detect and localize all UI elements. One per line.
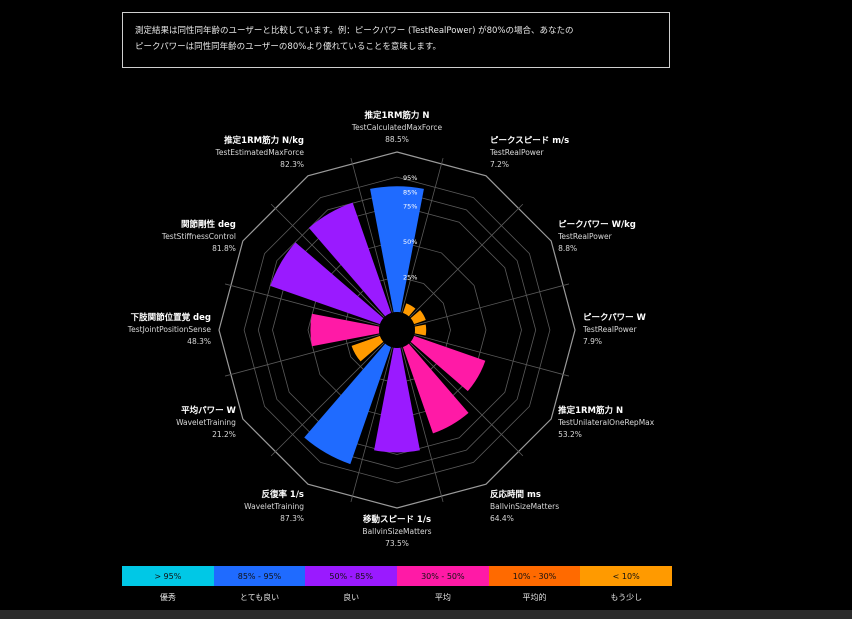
axis-value-7: 87.3% [280,514,304,523]
tick-label-0: 25% [403,274,417,282]
description-box: 測定結果は同性同年齢のユーザーと比較しています。例：ピークパワー (TestRe… [122,12,670,68]
description-line-2: ピークパワーは同性同年齢のユーザーの80%より優れていることを意味します。 [135,42,442,52]
legend-label-1: とても良い [239,593,280,602]
tick-label-4: 95% [403,174,417,182]
axis-title-0: 推定1RM筋力 N [365,110,430,121]
grid-spoke-11 [350,157,393,313]
axis-title-2: ピークパワー W/kg [558,219,636,230]
legend-swatch-3: 30% - 50% [397,566,489,586]
grid-ring-4 [243,176,551,484]
grid-ring-3 [257,190,537,470]
grid-spoke-8 [224,334,380,377]
axis-sub-4: TestUnilateralOneRepMax [557,418,655,427]
axis-value-0: 88.5% [385,135,409,144]
tick-label-1: 50% [403,238,417,246]
radar-bar-5 [402,343,469,434]
radar-bar-2 [410,310,426,325]
radar-bar-0 [370,186,424,313]
grid-spoke-3 [414,334,570,377]
grid-spoke-9 [224,283,380,326]
grid-spoke-5 [401,347,444,503]
description-line-1: 測定結果は同性同年齢のユーザーと比較しています。例：ピークパワー (TestRe… [135,26,574,36]
legend-label-2: 良い [343,593,360,602]
axis-title-10: 関節剛性 deg [181,219,236,230]
legend-swatch-4: 10% - 30% [488,566,581,586]
axis-sub-5: BallvinSizeMatters [490,502,559,511]
axis-value-6: 73.5% [385,539,409,548]
radar-bar-10 [270,242,384,325]
grid-spoke-2 [414,283,570,326]
grid-spoke-10 [270,203,385,318]
radar-bar-9 [310,313,380,347]
grid-spoke-4 [409,342,524,457]
axis-value-4: 53.2% [558,430,582,439]
radar-bar-8 [351,335,384,362]
radar-bar-4 [410,335,486,392]
radar-bar-11 [308,202,392,317]
grid-spoke-0 [401,157,444,313]
grid-spoke-6 [350,347,393,503]
axis-value-10: 81.8% [212,244,236,253]
axis-sub-2: TestRealPower [557,232,613,241]
axis-title-9: 下肢関節位置覚 deg [131,312,211,323]
axis-sub-9: TestJointPositionSense [127,325,212,334]
axis-sub-11: TestEstimatedMaxForce [215,148,305,157]
axis-value-1: 7.2% [490,160,509,169]
axis-sub-6: BallvinSizeMatters [362,527,431,536]
axis-title-4: 推定1RM筋力 N [558,405,623,416]
axis-sub-7: WaveletTraining [244,502,304,511]
legend-label-5: もう少し [610,593,643,602]
axis-sub-1: TestRealPower [489,148,545,157]
axis-value-5: 64.4% [490,514,514,523]
radar-bar-6 [374,347,420,453]
radar-bar-7 [304,343,392,465]
window-bottom-bar [0,610,852,619]
axis-title-5: 反応時間 ms [490,489,541,500]
axis-title-3: ピークパワー W [583,312,647,323]
axis-sub-8: WaveletTraining [176,418,236,427]
grid-spoke-1 [409,203,524,318]
radar-bar-1 [402,303,416,317]
tick-label-3: 85% [403,188,417,196]
radar-outer-frame [218,151,576,509]
axis-title-7: 反復率 1/s [261,489,304,500]
radar-bar-3 [414,324,427,336]
axis-value-2: 8.8% [558,244,577,253]
grid-spoke-7 [270,342,385,457]
axis-sub-3: TestRealPower [582,325,638,334]
axis-value-3: 7.9% [583,337,602,346]
legend-swatch-1: 85% - 95% [213,566,306,586]
legend-swatch-2: 50% - 85% [305,566,398,586]
radar-center [379,312,415,348]
tick-label-2: 75% [403,203,417,211]
legend-swatch-0: > 95% [122,566,214,586]
axis-title-11: 推定1RM筋力 N/kg [224,135,304,146]
legend-swatch-5: < 10% [580,566,673,586]
axis-title-8: 平均パワー W [181,405,236,416]
axis-sub-10: TestStiffnessControl [161,232,236,241]
axis-value-8: 21.2% [212,430,236,439]
legend-label-0: 優秀 [159,593,176,602]
axis-value-9: 48.3% [187,337,211,346]
axis-title-1: ピークスピード m/s [490,135,569,146]
legend-label-3: 平均 [434,593,451,602]
legend-label-4: 平均的 [522,593,547,602]
color-legend-names: 優秀 とても良い 良い 平均 平均的 もう少し [122,592,672,603]
color-legend: > 95% 85% - 95% 50% - 85% 30% - 50% 10% - 30… [122,566,673,586]
axis-sub-0: TestCalculatedMaxForce [351,123,443,132]
axis-value-11: 82.3% [280,160,304,169]
axis-title-6: 移動スピード 1/s [363,514,431,525]
